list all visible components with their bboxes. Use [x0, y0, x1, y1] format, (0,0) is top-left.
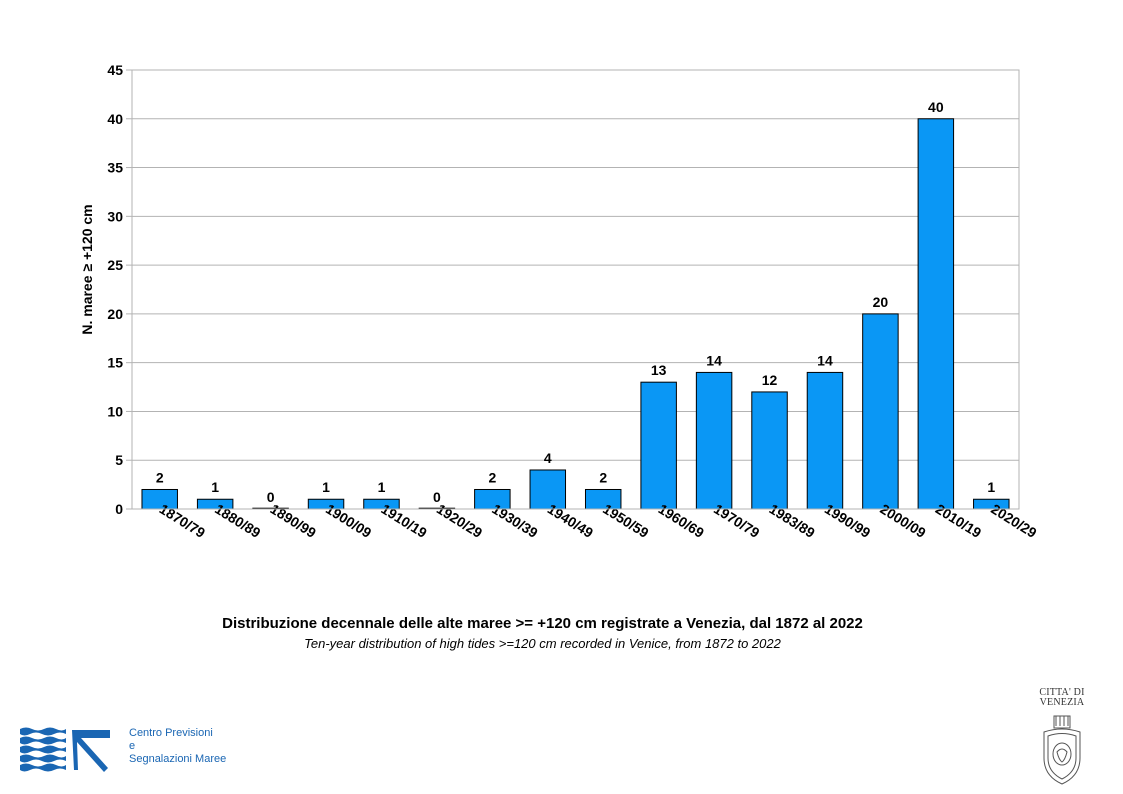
data-label: 1 [987, 479, 995, 495]
city-name: CITTA' DI VENEZIA [1032, 688, 1092, 708]
y-tick-label: 45 [107, 62, 123, 78]
chart-subtitle: Ten-year distribution of high tides >=12… [304, 636, 781, 651]
bar [529, 469, 567, 510]
y-axis-ticks: 0 5 10 15 20 25 30 35 40 45 [107, 62, 132, 517]
org-name-line: Centro Previsioni [129, 727, 213, 739]
y-tick-label: 25 [107, 257, 123, 273]
bar [695, 371, 733, 510]
data-label: 14 [817, 352, 833, 368]
y-axis-label: N. maree ≥ +120 cm [79, 204, 95, 334]
x-tick-label: 1880/89 [212, 501, 264, 541]
city-seal-icon [1043, 715, 1081, 785]
x-tick-label: 1910/19 [378, 501, 430, 541]
data-label: 4 [544, 450, 552, 466]
data-label: 1 [322, 479, 330, 495]
data-label: 14 [706, 352, 722, 368]
data-label: 13 [651, 362, 667, 378]
y-tick-label: 5 [115, 452, 123, 468]
city-name-line: VENEZIA [1039, 697, 1085, 708]
data-label: 12 [762, 372, 778, 388]
bar [917, 118, 955, 510]
y-tick-label: 40 [107, 111, 123, 127]
org-name-line: e [129, 740, 136, 752]
bar [862, 313, 899, 510]
waves-arrow-logo-icon [20, 727, 110, 772]
data-label: 2 [488, 469, 496, 485]
y-tick-label: 35 [107, 160, 123, 176]
data-label: 0 [433, 489, 441, 505]
y-tick-label: 30 [107, 208, 123, 224]
x-tick-label: 2020/29 [988, 501, 1040, 541]
data-labels: 2 1 0 1 1 0 2 4 2 13 14 12 14 20 40 1 [156, 99, 996, 505]
data-label: 1 [211, 479, 219, 495]
chart-title: Distribuzione decennale delle alte maree… [222, 615, 863, 632]
city-name-line: CITTA' DI [1039, 687, 1085, 698]
data-label: 2 [156, 469, 164, 485]
bar [806, 371, 844, 510]
y-tick-label: 20 [107, 306, 123, 322]
data-label: 20 [873, 294, 889, 310]
y-tick-label: 10 [107, 403, 123, 419]
organization-name: Centro Previsioni e Segnalazioni Maree [129, 727, 226, 766]
city-logo: CITTA' DI VENEZIA [1032, 688, 1092, 786]
plot-area [131, 69, 1020, 510]
org-name-line: Segnalazioni Maree [129, 753, 227, 765]
bar [751, 391, 788, 510]
data-label: 40 [928, 99, 944, 115]
data-label: 0 [267, 489, 275, 505]
data-label: 1 [378, 479, 386, 495]
bar [640, 381, 677, 510]
y-tick-label: 0 [115, 501, 123, 517]
y-tick-label: 15 [107, 355, 123, 371]
data-label: 2 [599, 469, 607, 485]
